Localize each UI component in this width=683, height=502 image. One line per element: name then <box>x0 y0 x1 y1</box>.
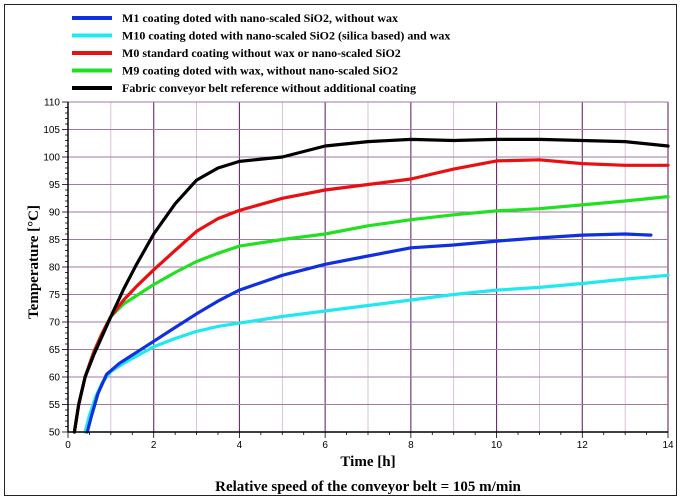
y-tick-label: 50 <box>49 428 61 439</box>
x-tick-label: 2 <box>151 440 157 451</box>
x-tick-label: 12 <box>577 440 589 451</box>
legend-label: M1 coating doted with nano-scaled SiO2, … <box>122 11 398 25</box>
x-tick-label: 4 <box>237 440 243 451</box>
y-tick-label: 95 <box>49 180 61 191</box>
x-tick-label: 8 <box>408 440 414 451</box>
y-tick-label: 60 <box>49 373 61 384</box>
y-tick-label: 90 <box>49 208 61 219</box>
series-line <box>85 232 653 434</box>
y-tick-label: 70 <box>49 318 61 329</box>
legend-box <box>64 8 516 98</box>
y-tick-label: 55 <box>49 400 61 411</box>
x-tick-label: 10 <box>491 440 503 451</box>
chart-caption: Relative speed of the conveyor belt = 10… <box>215 479 521 495</box>
y-tick-label: 110 <box>44 98 60 109</box>
y-tick-label: 100 <box>43 153 60 164</box>
y-tick-label: 65 <box>49 345 61 356</box>
y-tick-label: 80 <box>49 263 61 274</box>
y-tick-label: 105 <box>43 125 60 136</box>
x-axis-title: Time [h] <box>340 454 395 470</box>
y-axis-title: Temperature [°C] <box>26 205 42 319</box>
legend-label: M0 standard coating without wax or nano-… <box>122 46 401 60</box>
x-tick-label: 0 <box>65 440 71 451</box>
y-tick-label: 85 <box>49 235 61 246</box>
legend-label: M9 coating doted with wax, without nano-… <box>122 64 398 78</box>
x-tick-label: 14 <box>662 440 674 451</box>
legend-label: M10 coating doted with nano-scaled SiO2 … <box>122 29 450 43</box>
series-line <box>72 137 670 434</box>
x-tick-label: 6 <box>322 440 328 451</box>
y-tick-label: 75 <box>49 290 61 301</box>
legend-label: Fabric conveyor belt reference without a… <box>122 81 416 95</box>
